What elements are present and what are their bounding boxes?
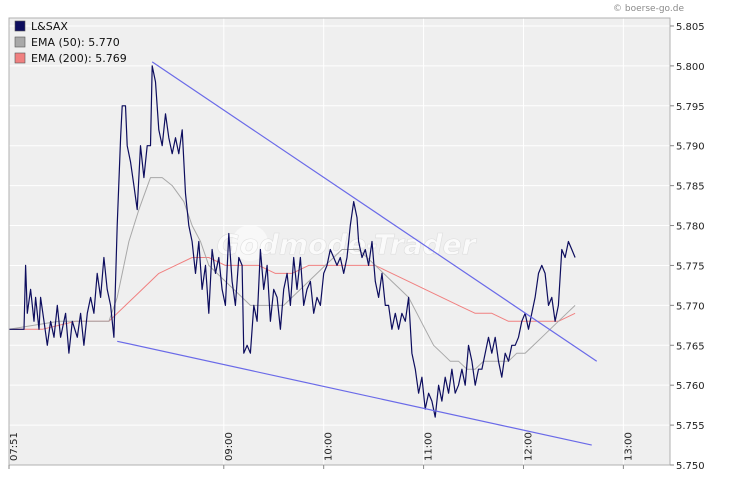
y-tick-label: 5.805 [676,22,705,33]
watermark-logo-icon [232,225,268,261]
y-tick-label: 5.800 [676,62,705,73]
x-tick-label: 13:00 [623,432,634,461]
series-lines [8,65,576,418]
plot-border [8,17,671,466]
legend-label: L&SAX [31,20,68,33]
y-tick-label: 5.780 [676,222,705,233]
legend-swatch [14,20,26,32]
legend: L&SAX EMA (50): 5.770 EMA (200): 5.769 [14,20,127,65]
x-tick-label: 07:51 [9,432,20,461]
x-tick-label: 11:00 [424,432,435,461]
y-tick-label: 5.755 [676,421,705,432]
y-tick-label: 5.765 [676,341,705,352]
series-line-ema50 [8,177,576,370]
y-tick-label: 5.770 [676,301,705,312]
legend-swatch [14,36,26,48]
y-tick-label: 5.775 [676,261,705,272]
x-tick-label: 10:00 [324,432,335,461]
y-tick-label: 5.760 [676,381,705,392]
legend-label: EMA (200): 5.769 [31,52,127,65]
trend-line-lower [117,340,592,446]
source-label: © boerse-go.de [613,4,684,14]
x-axis: 07:51 09:00 10:00 11:00 12:00 13:00 [8,432,634,469]
legend-label: EMA (50): 5.770 [31,36,120,49]
series-line-ema200 [9,257,576,330]
series-line-price [9,65,576,418]
y-tick-label: 5.785 [676,182,705,193]
x-tick-label: 12:00 [523,432,534,461]
plot-background [9,18,670,465]
y-tick-label: 5.795 [676,102,705,113]
legend-swatch [14,52,26,64]
y-axis: 5.805 5.800 5.795 5.790 5.785 5.780 5.775 5.770… [670,22,705,472]
x-tick-label: 09:00 [224,432,235,461]
trend-line-upper [151,61,598,362]
grid-lines [8,18,670,466]
y-tick-label: 5.750 [676,461,705,472]
trend-lines [117,61,598,446]
y-tick-label: 5.790 [676,142,705,153]
